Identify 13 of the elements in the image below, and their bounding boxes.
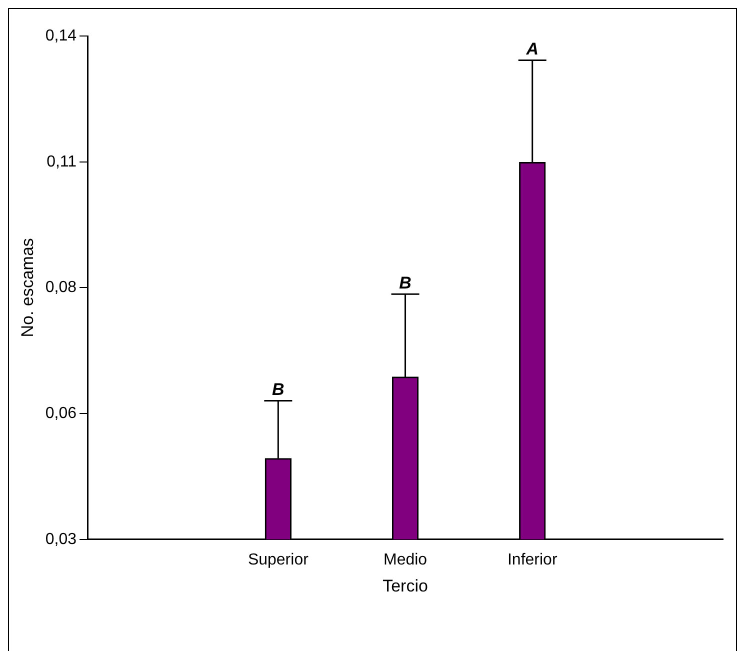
annotation: A [525, 39, 539, 58]
y-tick-label: 0,08 [45, 279, 77, 296]
x-axis-title: Tercio [382, 576, 428, 596]
y-tick-label: 0,06 [45, 404, 77, 422]
x-tick-label: Superior [248, 551, 310, 568]
y-tick-label: 0,03 [45, 530, 77, 548]
y-tick-label: 0,14 [45, 27, 77, 44]
x-tick-label: Inferior [507, 551, 558, 568]
y-axis-title: No. escamas [18, 238, 37, 338]
x-tick-label: Medio [383, 551, 428, 568]
y-tick-label: 0,11 [46, 153, 77, 170]
annotation: B [399, 273, 412, 292]
annotation: B [272, 380, 284, 399]
